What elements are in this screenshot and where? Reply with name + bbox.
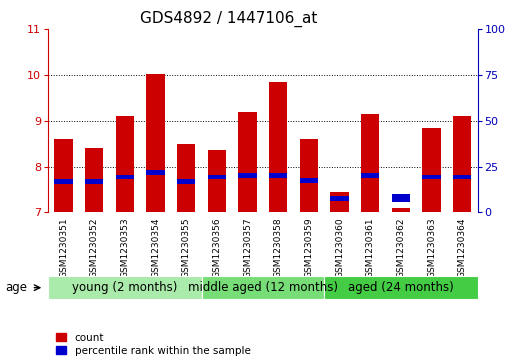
Text: aged (24 months): aged (24 months) [348,281,454,294]
Text: GDS4892 / 1447106_at: GDS4892 / 1447106_at [140,11,317,27]
Bar [422,127,441,212]
Text: GSM1230362: GSM1230362 [396,217,405,278]
Bar [392,194,410,202]
Bar [208,151,226,212]
Text: GSM1230354: GSM1230354 [151,217,160,278]
Bar [116,175,134,179]
Text: GSM1230351: GSM1230351 [59,217,68,278]
Bar [177,144,196,212]
Text: GSM1230357: GSM1230357 [243,217,252,278]
Text: middle aged (12 months): middle aged (12 months) [188,281,338,294]
Text: GSM1230355: GSM1230355 [182,217,190,278]
Text: GSM1230364: GSM1230364 [458,217,467,278]
Text: GSM1230359: GSM1230359 [304,217,313,278]
Bar [54,139,73,212]
Text: young (2 months): young (2 months) [72,281,178,294]
Bar [453,116,471,212]
Text: age: age [5,281,27,294]
Text: GSM1230352: GSM1230352 [90,217,99,278]
Bar [54,179,73,184]
Bar [453,175,471,179]
Legend: count, percentile rank within the sample: count, percentile rank within the sample [56,333,250,356]
Bar [269,82,288,212]
Text: GSM1230360: GSM1230360 [335,217,344,278]
Text: GSM1230361: GSM1230361 [366,217,375,278]
Bar [361,174,379,178]
Bar [146,74,165,212]
Bar [330,192,348,212]
Bar [238,174,257,178]
Bar [146,170,165,175]
Bar [238,111,257,212]
Bar [269,174,288,178]
Bar [392,208,410,212]
Bar [422,175,441,179]
Text: GSM1230356: GSM1230356 [212,217,221,278]
Bar [177,179,196,184]
Text: GSM1230358: GSM1230358 [274,217,283,278]
Text: GSM1230353: GSM1230353 [120,217,130,278]
Bar [85,148,104,212]
Bar [300,178,318,183]
Bar [208,175,226,179]
Bar [361,114,379,212]
Bar [300,139,318,212]
Bar [116,116,134,212]
Bar [85,179,104,184]
Text: GSM1230363: GSM1230363 [427,217,436,278]
Bar [330,196,348,201]
